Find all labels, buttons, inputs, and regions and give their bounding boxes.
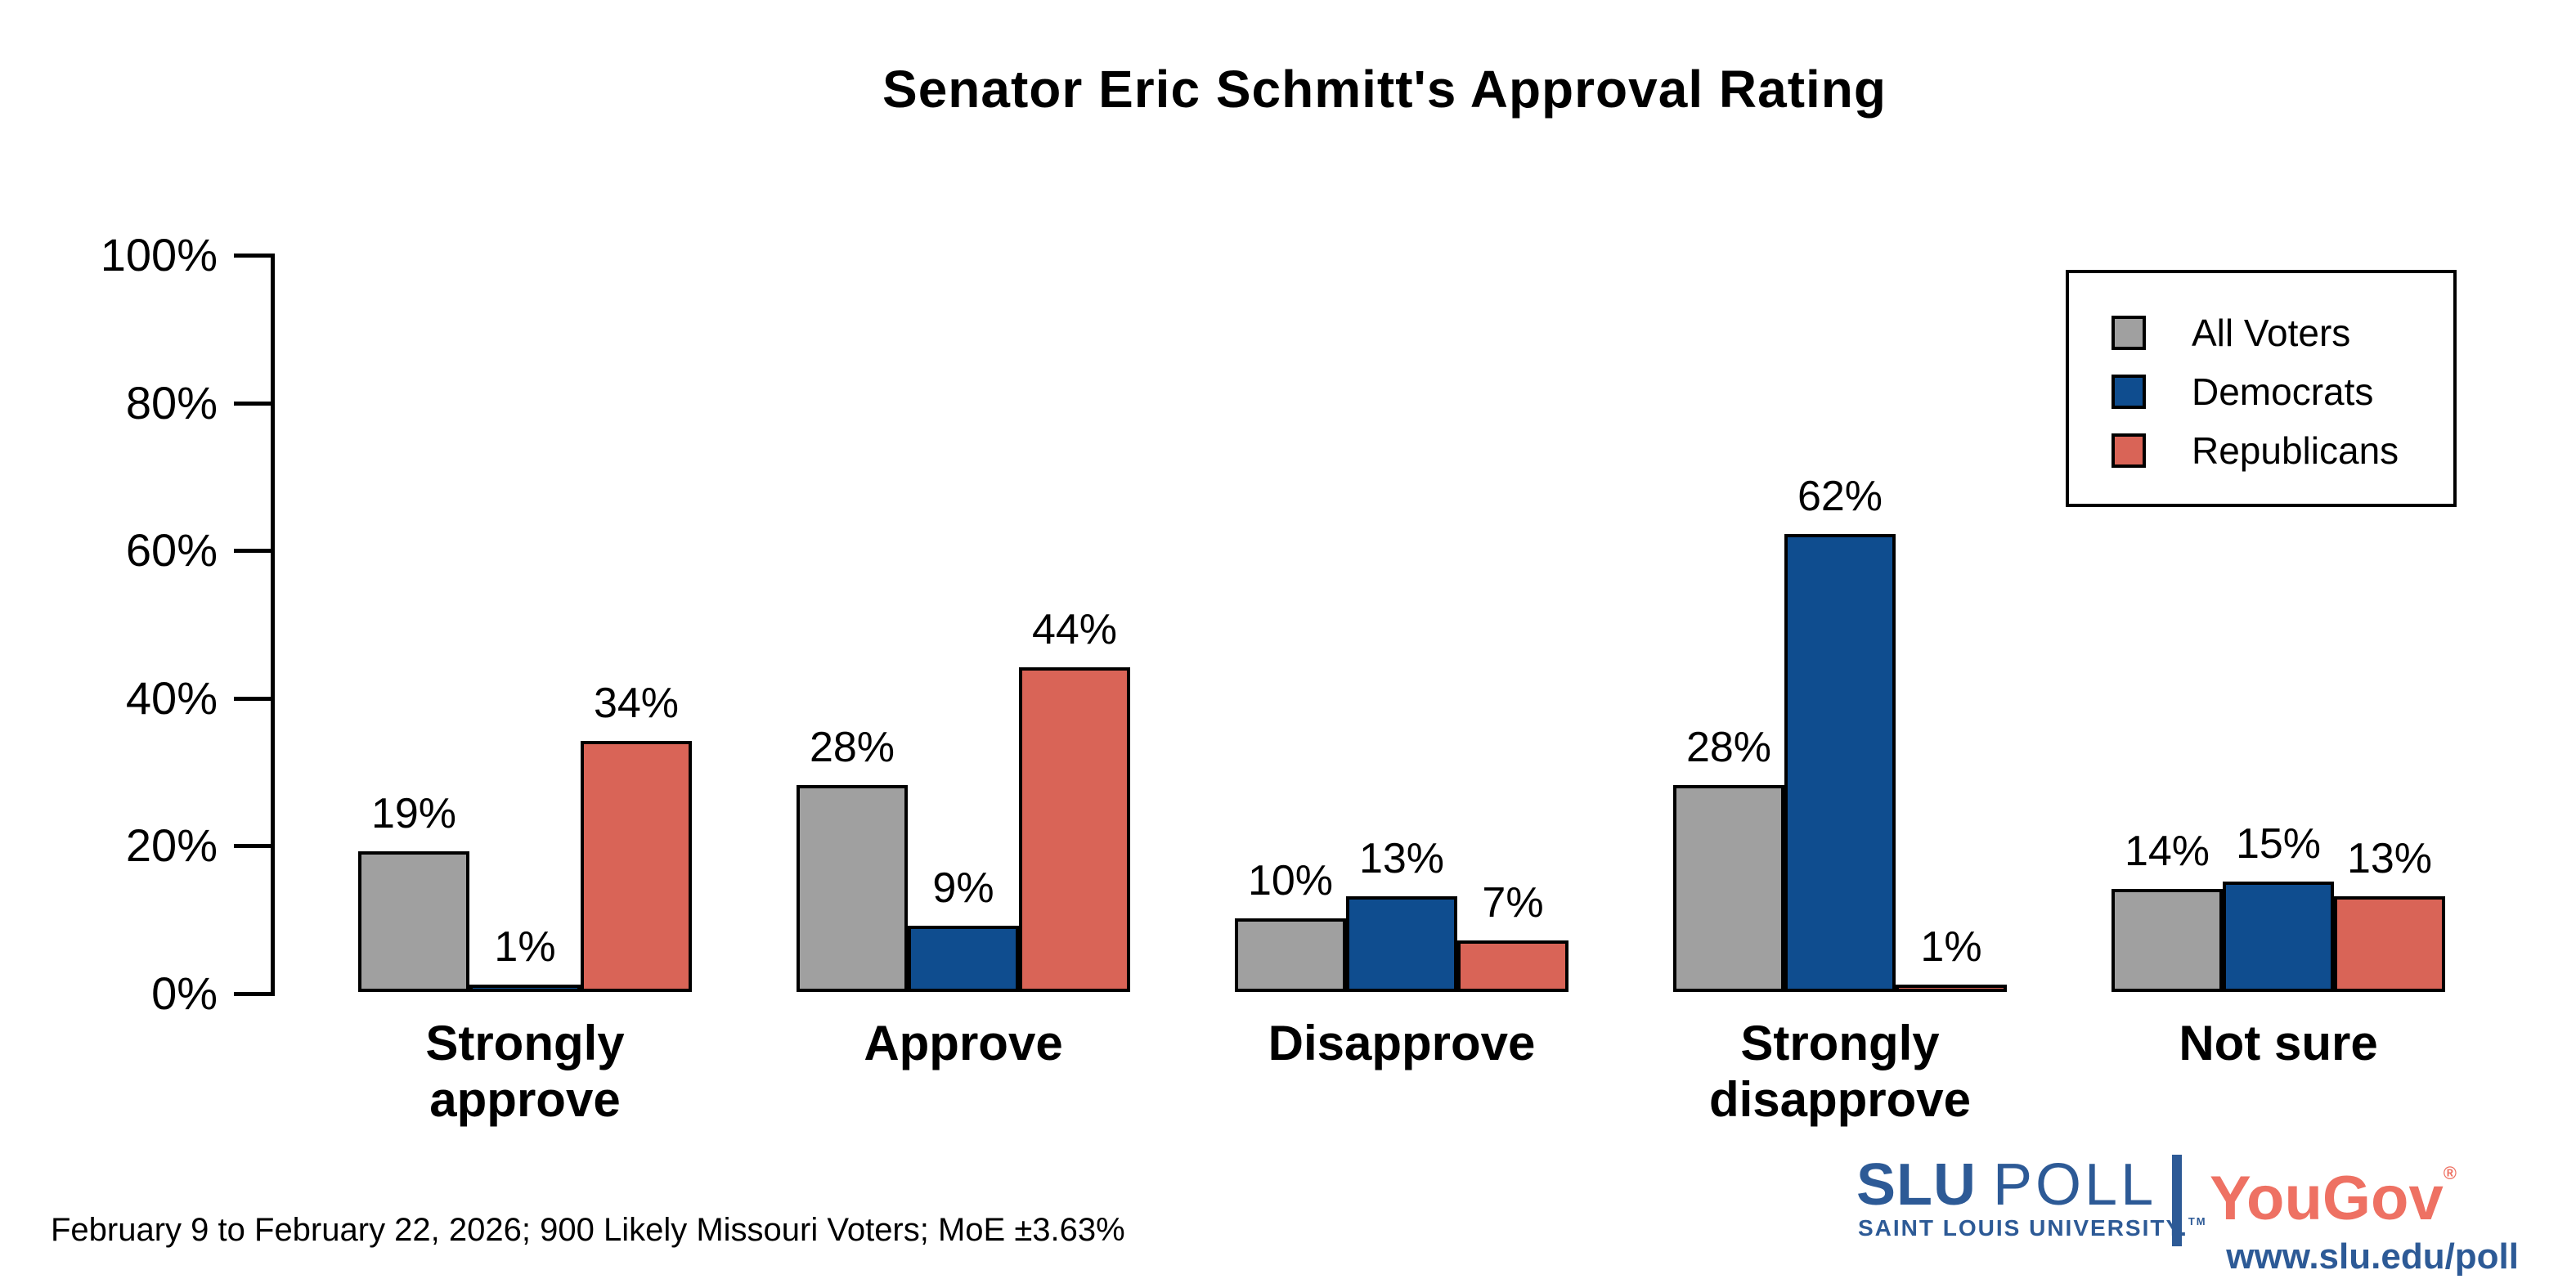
legend: All Voters Democrats Republicans (2066, 270, 2457, 507)
legend-label: Democrats (2192, 370, 2374, 413)
branding: SLU POLL SAINT LOUIS UNIVERSITY.TM YouGo… (1848, 1145, 2527, 1284)
y-tick-label: 80% (125, 376, 218, 429)
category-label: Not sure (2179, 1016, 2378, 1070)
bar (797, 785, 908, 992)
bar (1346, 895, 1457, 992)
slu-logo-text: SLU (1856, 1152, 1977, 1218)
bar (1235, 918, 1346, 992)
bar-value-label: 44% (1031, 605, 1118, 653)
bar-value-label: 9% (932, 864, 994, 912)
bar-value-label: 15% (2235, 819, 2322, 868)
y-tick-label: 20% (125, 819, 218, 872)
bar-value-label: 62% (1797, 473, 1883, 521)
bar (581, 740, 692, 992)
y-tick (234, 549, 275, 554)
y-tick-label: 40% (125, 671, 218, 724)
yougov-logo-text: YouGov (2210, 1164, 2444, 1233)
legend-label: Republicans (2192, 429, 2399, 472)
yougov-logo: YouGov® (2210, 1163, 2457, 1234)
bar (1673, 785, 1784, 992)
bar-value-label: 28% (1685, 724, 1772, 772)
bar-value-label: 28% (809, 724, 895, 772)
bar-value-label: 1% (1920, 922, 1982, 971)
legend-swatch (2112, 316, 2146, 350)
y-tick-label: 60% (125, 524, 218, 577)
y-tick (234, 844, 275, 849)
bar-value-label: 13% (1358, 834, 1445, 882)
legend-swatch (2112, 433, 2146, 468)
category-label: Disapprove (1268, 1016, 1536, 1070)
bar-value-label: 19% (370, 790, 457, 838)
bar (1457, 940, 1568, 992)
bar-value-label: 34% (593, 679, 680, 727)
category-label: Strongly disapprove (1708, 1016, 1972, 1127)
slu-university-label: SAINT LOUIS UNIVERSITY. (1858, 1215, 2188, 1241)
bar-value-label: 13% (2346, 834, 2433, 882)
bar (2334, 895, 2445, 992)
chart-title: Senator Eric Schmitt's Approval Rating (882, 60, 1887, 119)
slu-poll-url: www.slu.edu/poll (2226, 1236, 2519, 1277)
poll-logo-text: POLL (1993, 1152, 2157, 1218)
bar (358, 851, 469, 992)
methodology-footnote: February 9 to February 22, 2026; 900 Lik… (51, 1212, 1125, 1248)
bar (1019, 666, 1130, 992)
category-label: Approve (864, 1016, 1063, 1070)
bar (2112, 888, 2223, 992)
legend-swatch (2112, 375, 2146, 409)
y-tick-label: 0% (151, 967, 218, 1019)
bar-value-label: 7% (1482, 878, 1544, 927)
bar-value-label: 10% (1247, 856, 1334, 904)
bar-value-label: 1% (494, 922, 556, 971)
bar (2223, 881, 2334, 992)
trademark-symbol: TM (2188, 1215, 2207, 1227)
logo-separator (2172, 1155, 2182, 1246)
bar (1896, 984, 2007, 992)
slu-poll-logo: SLU POLL (1856, 1151, 2156, 1218)
y-tick-label: 100% (100, 229, 218, 280)
y-axis-line (271, 254, 275, 996)
y-tick (234, 254, 275, 258)
bar (908, 925, 1019, 992)
registered-symbol: ® (2443, 1163, 2457, 1183)
legend-label: All Voters (2192, 312, 2351, 354)
slu-university-text: SAINT LOUIS UNIVERSITY.TM (1858, 1215, 2207, 1241)
y-tick (234, 992, 275, 996)
category-label: Strongly approve (425, 1016, 625, 1127)
bar (1784, 534, 1896, 992)
bar-value-label: 14% (2124, 827, 2210, 875)
y-tick (234, 696, 275, 701)
bar (469, 984, 581, 992)
y-tick (234, 401, 275, 406)
